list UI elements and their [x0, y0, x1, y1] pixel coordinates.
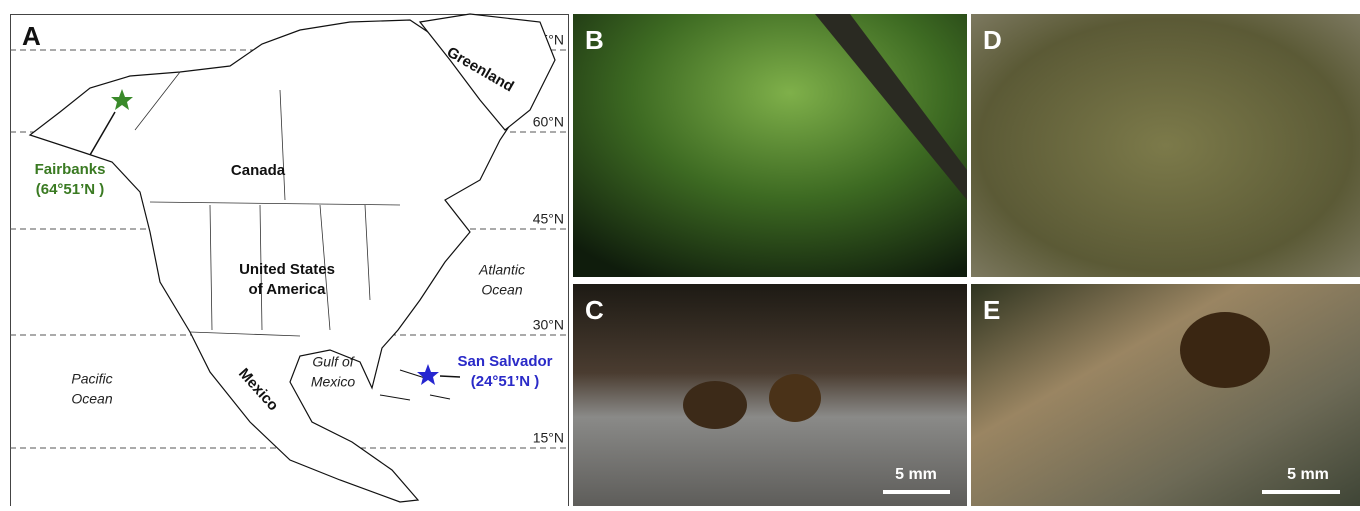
photo	[971, 14, 1360, 277]
latitude-label: 15°N	[533, 430, 564, 446]
panel-label: C	[585, 295, 604, 325]
map-label: Mexico	[311, 374, 356, 390]
site-label: (64°51’N )	[36, 181, 105, 198]
map-label: Ocean	[71, 391, 112, 407]
latitude-label: 45°N	[533, 211, 564, 227]
latitude-label: 60°N	[533, 114, 564, 130]
snail	[1180, 312, 1270, 388]
photo	[573, 14, 967, 277]
map-label: Gulf of	[312, 354, 355, 370]
site-label: (24°51’N )	[471, 373, 540, 390]
latitude-label: 30°N	[533, 317, 564, 333]
map-label: United States	[239, 261, 335, 278]
scale-label: 5 mm	[895, 466, 937, 483]
photo-d: D	[971, 14, 1360, 277]
arrow	[440, 376, 460, 377]
panel-label: B	[585, 25, 604, 55]
map-label: Canada	[231, 162, 286, 179]
snail	[769, 374, 821, 422]
panel-label: E	[983, 295, 1000, 325]
snail	[683, 381, 747, 429]
page: 75°N60°N45°N30°N15°N A Greenland Canada …	[0, 0, 1360, 506]
map-label: of America	[249, 281, 327, 298]
panel-label: D	[983, 25, 1002, 55]
site-label: San Salvador	[457, 353, 552, 370]
photo-b: B	[573, 14, 967, 277]
map-panel: 75°N60°N45°N30°N15°N A Greenland Canada …	[10, 14, 569, 506]
photo-e: E 5 mm	[971, 284, 1360, 506]
figure: 75°N60°N45°N30°N15°N A Greenland Canada …	[0, 0, 1360, 506]
panel-label: A	[22, 21, 41, 51]
map-label: Atlantic	[478, 262, 525, 278]
scale-label: 5 mm	[1287, 466, 1329, 483]
photo-c: C 5 mm	[573, 284, 967, 506]
map-label: Pacific	[71, 371, 112, 387]
map-label: Ocean	[481, 282, 522, 298]
site-label: Fairbanks	[35, 161, 106, 178]
